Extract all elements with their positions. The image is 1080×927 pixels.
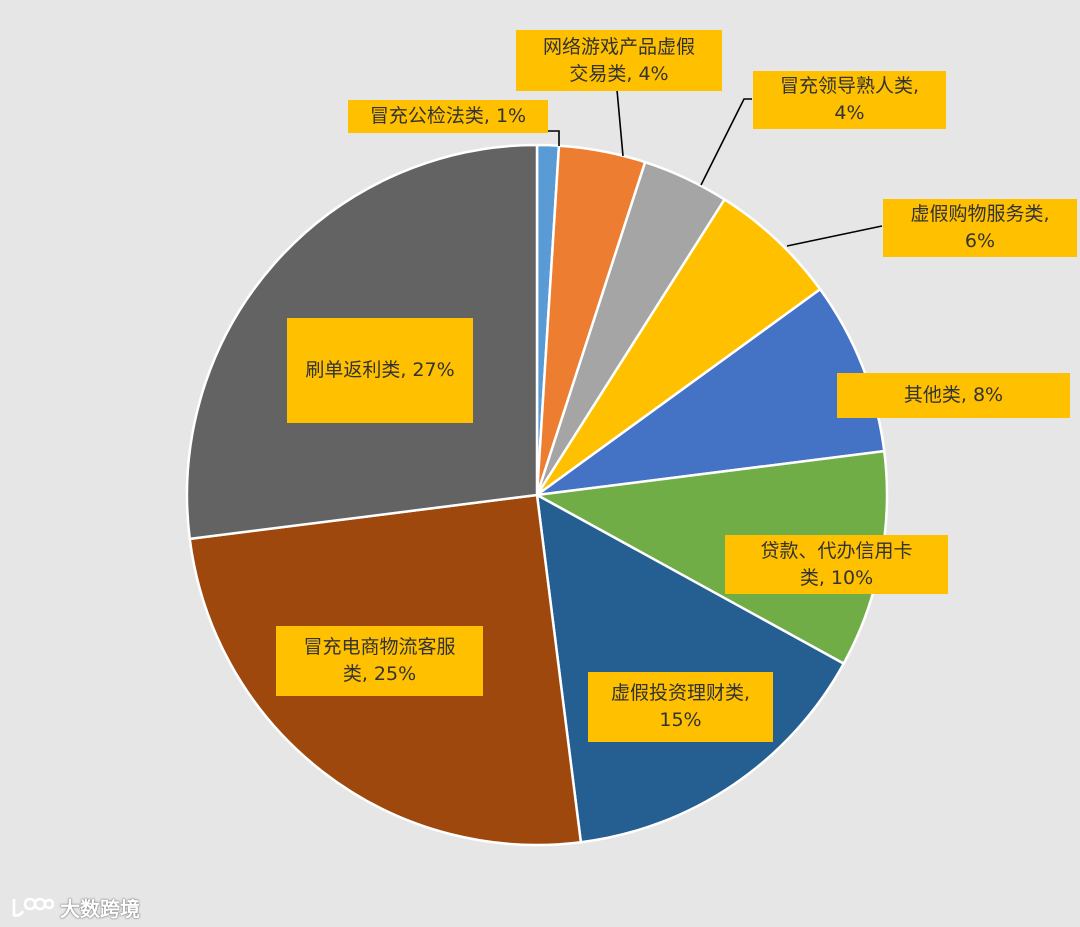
- data-label-8: 冒充电商物流客服 类, 25%: [276, 626, 483, 696]
- watermark: 大数跨境: [10, 892, 140, 922]
- pie-slice-5: [535, 288, 886, 497]
- data-label-2: 网络游戏产品虚假 交易类, 4%: [516, 30, 722, 91]
- leader-line-4: [786, 225, 883, 247]
- data-label-6: 贷款、代办信用卡 类, 10%: [725, 535, 948, 594]
- 1000-logo-icon: [12, 897, 54, 917]
- data-label-1: 冒充公检法类, 1%: [348, 100, 548, 133]
- pie-slice-4: [535, 198, 822, 497]
- leader-line-3: [700, 98, 752, 186]
- pie-slice-7: [535, 493, 845, 844]
- leader-lines: [546, 89, 883, 247]
- leader-line-2: [616, 89, 624, 157]
- leader-line-1: [546, 130, 560, 146]
- pie-slices: [185, 143, 889, 847]
- data-label-7: 虚假投资理财类, 15%: [588, 672, 773, 742]
- watermark-text: 大数跨境: [60, 896, 140, 921]
- data-label-4: 虚假购物服务类, 6%: [883, 199, 1077, 257]
- data-label-3: 冒充领导熟人类, 4%: [753, 71, 946, 129]
- data-label-5: 其他类, 8%: [837, 373, 1070, 418]
- data-label-9: 刷单返利类, 27%: [287, 318, 473, 423]
